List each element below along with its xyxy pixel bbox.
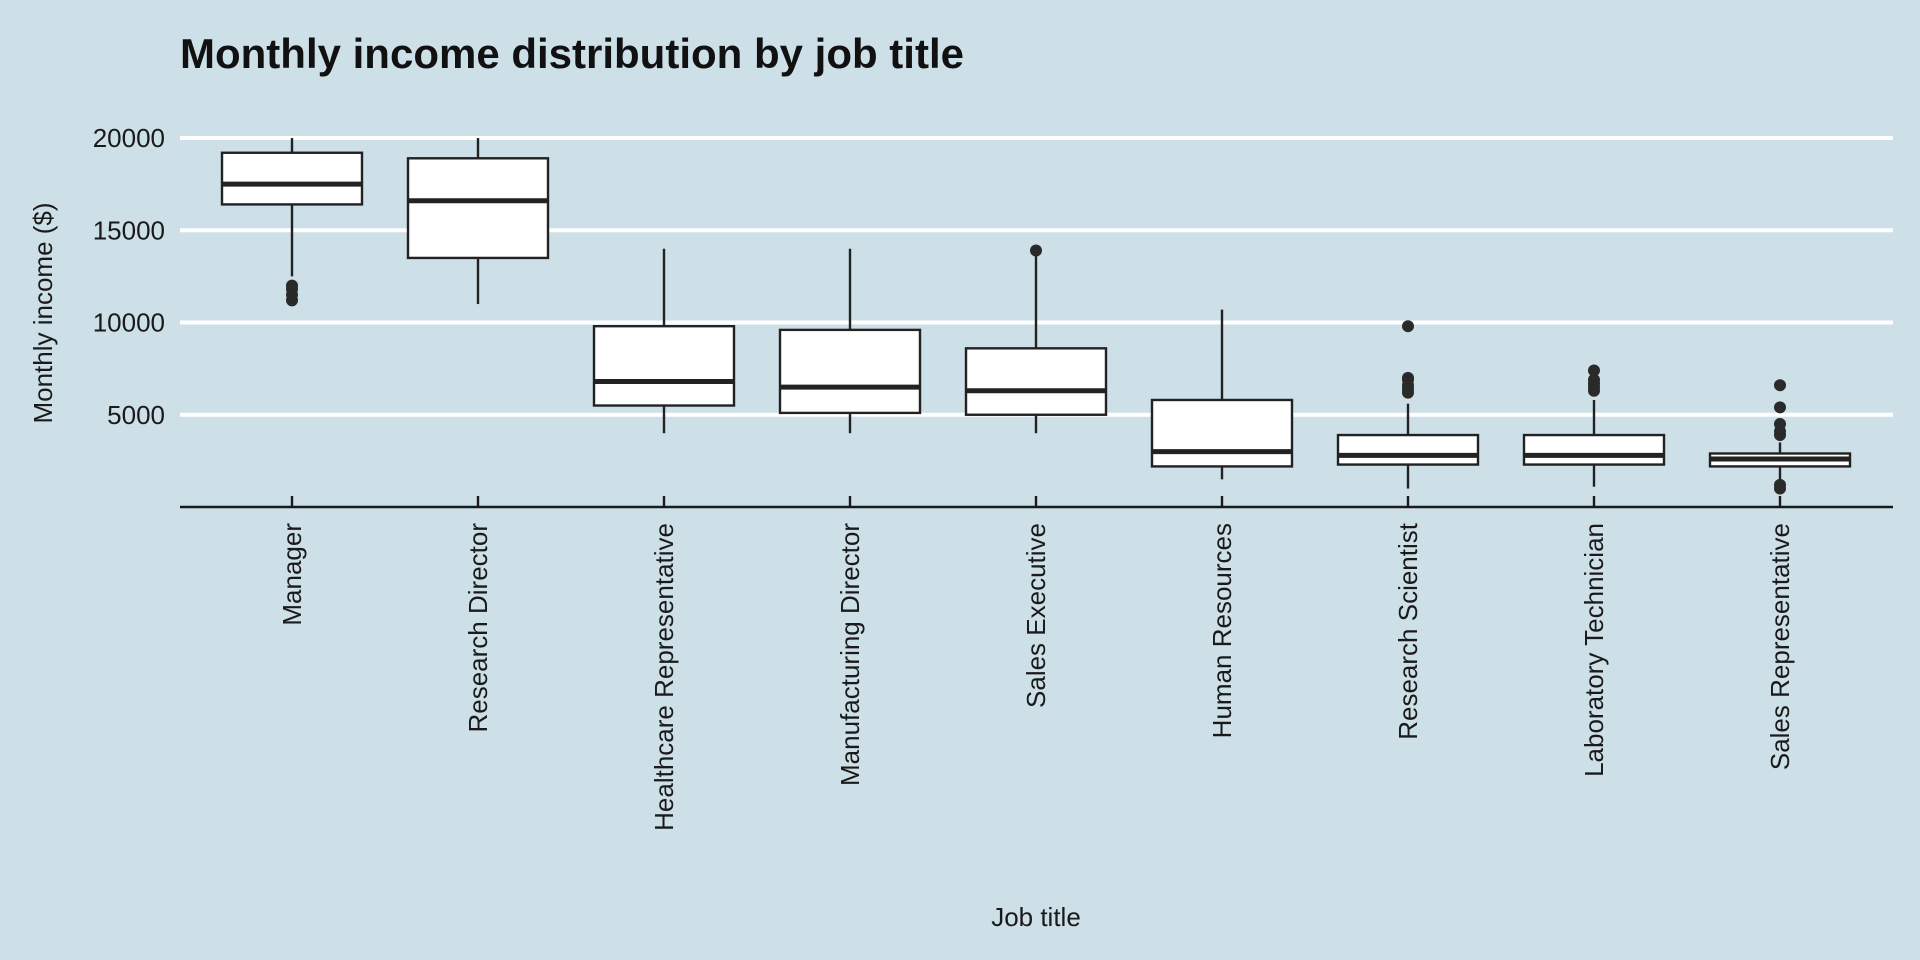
box-research-director (406, 138, 550, 305)
outlier-point (1774, 401, 1786, 414)
y-tick-label: 20000 (93, 123, 165, 153)
x-tick-label: Sales Executive (1021, 523, 1051, 708)
y-tick-label: 5000 (107, 400, 165, 430)
box-healthcare-representative (592, 248, 736, 434)
box-manager (220, 138, 364, 307)
box-body (1336, 433, 1480, 466)
box-research-scientist (1336, 320, 1480, 489)
x-axis-label: Job title (991, 902, 1081, 932)
box-body (1522, 433, 1666, 466)
boxes (220, 138, 1852, 495)
x-tick-label: Laboratory Technician (1579, 523, 1609, 777)
x-tick-label: Sales Representative (1765, 523, 1795, 770)
box-body (220, 151, 364, 206)
outlier-point (1402, 320, 1414, 333)
box-laboratory-technician (1522, 364, 1666, 487)
box-body (964, 347, 1108, 416)
y-tick-label: 10000 (93, 308, 165, 338)
box-body (1150, 398, 1294, 468)
chart-title: Monthly income distribution by job title (180, 30, 964, 77)
x-tick-label: Healthcare Representative (649, 523, 679, 831)
outlier-point (1774, 379, 1786, 392)
box-sales-executive (964, 244, 1108, 434)
x-tick-label: Human Resources (1207, 523, 1237, 738)
outlier-point (286, 279, 298, 292)
y-axis-label: Monthly income ($) (28, 202, 58, 423)
box-body (778, 328, 922, 415)
outlier-point (1774, 417, 1786, 430)
x-tick-label: Research Director (463, 523, 493, 733)
outlier-point (1588, 364, 1600, 377)
outlier-point (1402, 371, 1414, 384)
box-body (592, 324, 736, 407)
box-human-resources (1150, 309, 1294, 480)
x-tick-label: Manufacturing Director (835, 523, 865, 786)
box-body (406, 157, 550, 260)
outlier-point (1588, 373, 1600, 386)
x-tick-label: Research Scientist (1393, 522, 1423, 740)
box-sales-representative (1708, 379, 1852, 495)
box-manufacturing-director (778, 248, 922, 434)
outlier-point (1774, 478, 1786, 491)
outlier-point (1030, 244, 1042, 257)
x-tick-label: Manager (277, 523, 307, 626)
y-tick-label: 15000 (93, 215, 165, 245)
axes: 5000 10000 15000 20000 Manager Research Direc… (93, 123, 1893, 831)
